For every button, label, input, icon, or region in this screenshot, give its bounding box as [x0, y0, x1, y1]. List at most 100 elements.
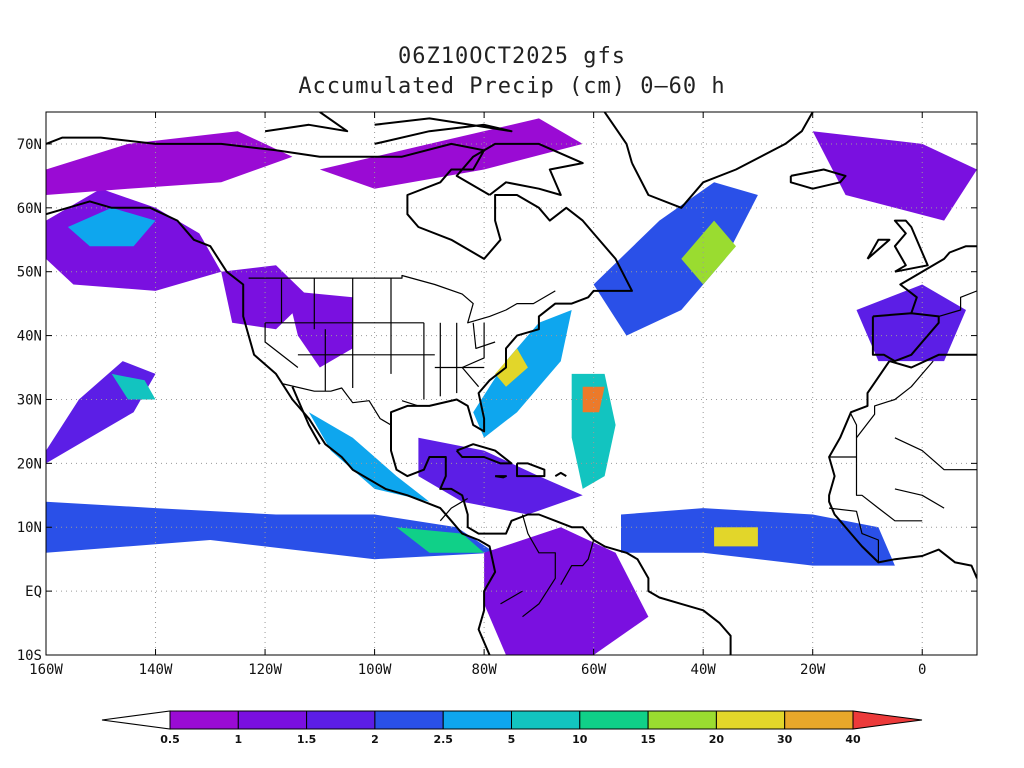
x-tick-label: 20W	[800, 662, 826, 678]
y-tick-label: 30N	[17, 392, 42, 408]
coastline-2	[46, 136, 633, 433]
x-tick-label: 80W	[471, 662, 497, 678]
x-tick-label: 0	[918, 662, 926, 678]
colorbar-label: 30	[777, 733, 793, 746]
colorbar-label: 10	[572, 733, 588, 746]
coastline-17	[455, 142, 584, 196]
x-tick-label: 40W	[691, 662, 717, 678]
coastline-19	[264, 112, 349, 133]
precip-region-21	[856, 284, 966, 362]
colorbar-label: 1.5	[297, 733, 317, 746]
plot-frame	[45, 111, 978, 656]
y-tick-label: 10S	[17, 648, 42, 664]
coastline-12	[893, 219, 929, 273]
precip-region-2	[46, 131, 293, 195]
precip-region-7	[111, 373, 156, 400]
colorbar-swatch	[237, 710, 308, 730]
precip-region-17	[681, 220, 736, 285]
precip-region-5	[287, 290, 353, 368]
border-27	[938, 246, 977, 317]
colorbar-swatch	[511, 710, 581, 730]
coastline-4	[455, 443, 513, 465]
colorbar-label: 2.5	[433, 733, 453, 746]
border-21	[829, 360, 934, 458]
y-tick-label: 40N	[17, 329, 42, 345]
coastline-7	[494, 475, 507, 479]
coastline-9	[603, 112, 633, 164]
border-18	[521, 514, 556, 618]
colorbar-arrow-left	[101, 710, 171, 730]
precip-region-14	[571, 373, 616, 489]
border-0	[248, 274, 556, 324]
border-26	[829, 507, 879, 563]
precip-region-12	[473, 310, 572, 438]
x-tick-label: 60W	[581, 662, 607, 678]
y-tick-label: EQ	[25, 584, 42, 600]
precip-region-13	[495, 348, 528, 387]
colorbar-label: 5	[508, 733, 516, 746]
y-tick-label: 10N	[17, 520, 42, 536]
colorbar: 0.5 1 1.5 2 2.5 5 10 15 20 30 40	[101, 710, 923, 746]
colorbar-swatch	[169, 710, 239, 730]
coastline-14	[899, 245, 977, 314]
y-tick-label: 60N	[17, 201, 42, 217]
border-22	[850, 413, 858, 438]
x-tick-label: 100W	[358, 662, 392, 678]
precip-region-19	[714, 527, 758, 547]
coastline-6	[554, 471, 567, 477]
border-15	[401, 400, 419, 407]
y-tick-label: 70N	[17, 137, 42, 153]
precip-region-16	[593, 182, 758, 336]
colorbar-label: 2	[371, 733, 379, 746]
colorbar-arrow-right	[852, 710, 923, 730]
border-25	[894, 488, 945, 509]
precip-region-18	[621, 508, 895, 566]
precip-region-1	[67, 207, 156, 247]
precip-region-10	[308, 412, 430, 502]
colorbar-swatch	[579, 710, 649, 730]
y-tick-label: 20N	[17, 456, 42, 472]
coastline-16	[889, 353, 977, 369]
colorbar-swatch	[784, 710, 854, 730]
coastline-15	[828, 360, 977, 579]
coastline-10	[789, 168, 847, 190]
y-tick-label: 50N	[17, 265, 42, 281]
border-17	[439, 497, 469, 522]
coastline-8	[631, 112, 814, 209]
colorbar-swatch	[442, 710, 513, 730]
coastline-0	[46, 200, 497, 655]
border-24	[894, 437, 977, 471]
border-23	[855, 457, 923, 522]
colorbar-label: 0.5	[160, 733, 180, 746]
precip-region-8	[46, 501, 496, 560]
chart-subtitle: Accumulated Precip (cm) 0–60 h	[298, 74, 726, 99]
colorbar-label: 40	[845, 733, 861, 746]
colorbar-label: 1	[234, 733, 242, 746]
axes: 160W 140W 120W 100W 80W 60W 40W 20W 0 70N 60N 50N 40…	[17, 112, 977, 678]
colorbar-swatch	[306, 710, 376, 730]
x-tick-label: 120W	[248, 662, 282, 678]
coastline-11	[866, 238, 891, 260]
precip-region-22	[812, 131, 977, 221]
colorbar-swatch	[647, 710, 717, 730]
colorbar-swatch	[715, 710, 786, 730]
coastline-5	[516, 462, 546, 478]
colorbar-label: 20	[709, 733, 725, 746]
border-19	[560, 539, 595, 585]
precip-region-15	[582, 386, 605, 413]
chart-title: 06Z10OCT2025 gfs	[398, 44, 626, 69]
coastline-18	[374, 117, 513, 145]
border-7	[264, 322, 299, 368]
border-20	[500, 590, 523, 605]
coastline-3	[390, 425, 732, 655]
x-tick-label: 160W	[29, 662, 63, 678]
border-13	[472, 322, 496, 349]
coastlines	[46, 112, 977, 655]
border-1	[281, 382, 392, 426]
border-14	[461, 322, 485, 388]
colorbar-swatch	[374, 710, 444, 730]
coastline-13	[871, 312, 940, 363]
colorbar-label: 15	[640, 733, 655, 746]
x-tick-label: 140W	[139, 662, 173, 678]
